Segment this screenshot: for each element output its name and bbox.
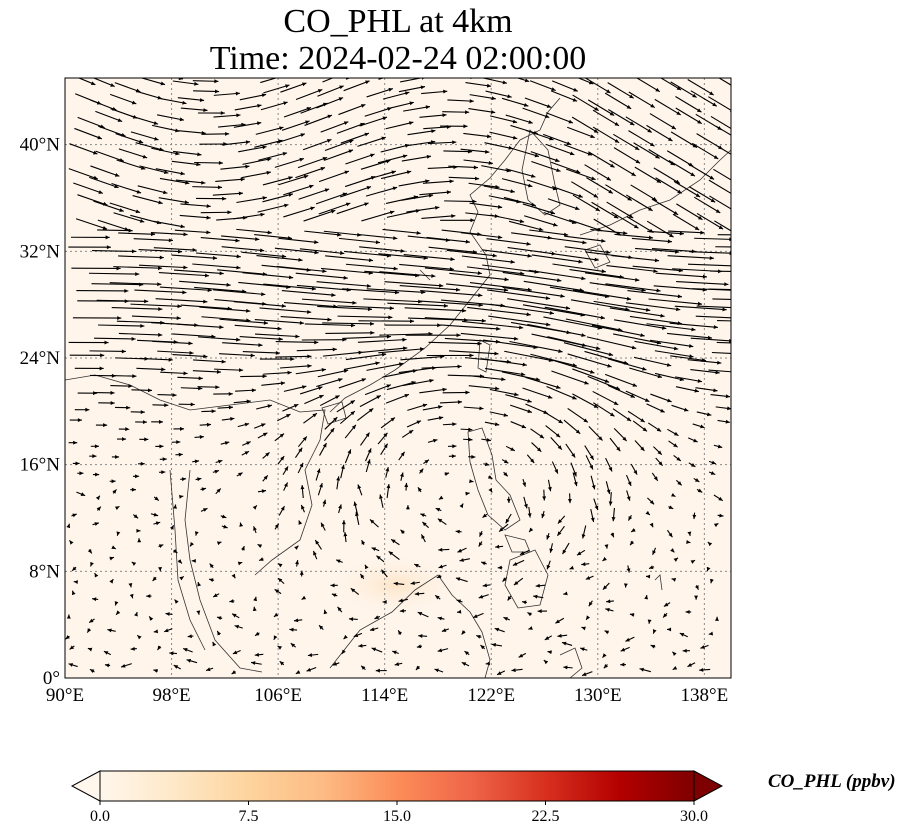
lon-tick-label: 106°E <box>254 685 302 706</box>
colorbar-label: CO_PHL (ppbv) <box>768 771 896 792</box>
colorbar-ticks: 0.0 7.5 15.0 22.5 30.0 <box>90 801 708 825</box>
colorbar-tick-label: 7.5 <box>239 808 259 825</box>
wind-vectors <box>65 78 731 677</box>
colorbar-gradient <box>100 771 694 801</box>
colorbar-tick-label: 22.5 <box>532 808 560 825</box>
lat-tick-label: 40°N <box>20 135 61 156</box>
plot-title: CO_PHL at 4km <box>283 3 513 40</box>
colorbar: 0.0 7.5 15.0 22.5 30.0 <box>70 770 724 825</box>
plot-subtitle-time: Time: 2024-02-24 02:00:00 <box>209 40 587 77</box>
lat-tick-label: 16°N <box>20 455 61 476</box>
colorbar-tick-label: 15.0 <box>383 808 411 825</box>
colorbar-extend-low <box>70 770 101 802</box>
lon-tick-label: 122°E <box>467 685 515 706</box>
lon-tick-label: 138°E <box>681 685 729 706</box>
colorbar-tick-label: 0.0 <box>90 808 110 825</box>
lon-tick-label: 90°E <box>46 685 84 706</box>
longitude-ticks: 90°E 98°E 106°E 114°E 122°E 130°E 138°E <box>46 685 728 706</box>
concentration-maximum-patch <box>325 553 465 617</box>
colorbar-tick-label: 30.0 <box>680 808 708 825</box>
latitude-ticks: 0° 8°N 16°N 24°N 32°N 40°N <box>20 135 61 689</box>
coastlines <box>65 97 731 678</box>
lat-tick-label: 0° <box>43 668 60 689</box>
lon-tick-label: 98°E <box>152 685 190 706</box>
lon-tick-label: 130°E <box>574 685 622 706</box>
lat-tick-label: 32°N <box>20 241 61 262</box>
lon-tick-label: 114°E <box>361 685 408 706</box>
map-frame <box>64 77 732 679</box>
colorbar-extend-high <box>693 770 724 802</box>
lat-tick-label: 8°N <box>29 561 60 582</box>
lat-tick-label: 24°N <box>20 348 61 369</box>
